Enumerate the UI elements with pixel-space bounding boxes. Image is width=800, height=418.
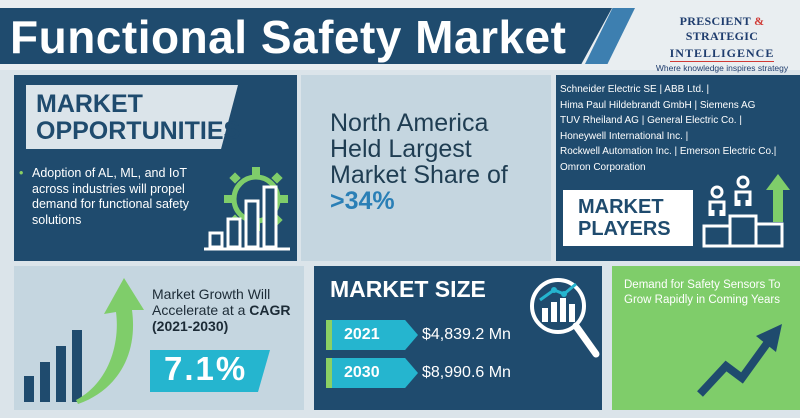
north-america-text: North America Held Largest Market Share … [330, 109, 508, 189]
growth-cagr-label: CAGR (2021-2030) [152, 302, 291, 334]
year-strip-2021 [326, 320, 332, 350]
players-title-box [563, 190, 693, 246]
market-size-title: MARKET SIZE [330, 276, 486, 302]
north-america-statement: North America Held Largest Market Share … [330, 110, 545, 214]
opportunities-bullet-text: Adoption of AL, ML, and IoT across indus… [32, 166, 190, 227]
size-value-2021: $4,839.2 Mn [422, 326, 511, 343]
year-label-2021: 2021 [344, 326, 380, 343]
logo-tagline: Where knowledge inspires strategy [655, 63, 789, 73]
player-line: Hima Paul Hildebrandt GmbH | Siemens AG [560, 99, 756, 111]
size-value-2030: $8,990.6 Mn [422, 364, 511, 381]
players-title-line2: PLAYERS [578, 218, 671, 240]
gear-bar-chart-icon [204, 167, 290, 251]
growth-text: Market Growth Will Accelerate at a [152, 286, 271, 318]
podium-people-icon [702, 174, 790, 248]
growth-value-box [150, 350, 270, 392]
opportunities-bullet: Adoption of AL, ML, and IoT across indus… [19, 166, 212, 228]
year-box-2030 [332, 358, 418, 388]
north-america-panel [301, 75, 551, 261]
player-line: Rockwell Automation Inc. | Emerson Elect… [560, 146, 777, 158]
player-line: Schneider Electric SE | ABB Ltd. | [560, 84, 710, 95]
players-title-line1: MARKET [578, 196, 664, 218]
growth-cagr-value: 7.1% [164, 350, 248, 387]
year-label-2030: 2030 [344, 364, 380, 381]
magnifier-chart-icon [530, 278, 600, 358]
year-strip-2030 [326, 358, 332, 388]
growth-arrow-bars-icon [24, 278, 144, 404]
opportunities-title-line2: OPPORTUNITIES [36, 117, 241, 145]
growth-statement: Market Growth Will Accelerate at a CAGR … [152, 286, 302, 334]
opportunities-title-box [26, 85, 238, 149]
title-banner [0, 8, 612, 64]
company-logo: PRESCIENT & STRATEGIC INTELLIGENCE Where… [648, 14, 796, 73]
page-title: Functional Safety Market [10, 11, 567, 63]
logo-name-line1: PRESCIENT & STRATEGIC [679, 14, 765, 43]
sensors-statement: Demand for Safety Sensors To Grow Rapidl… [624, 279, 781, 306]
players-list: Schneider Electric SE | ABB Ltd. | Hima … [560, 82, 798, 176]
player-line: TUV Rheiland AG | General Electric Co. | [560, 115, 742, 127]
rising-arrow-icon [697, 324, 782, 397]
player-line: Honeywell International Inc. | [560, 130, 689, 142]
player-line: Omron Corporation [560, 161, 646, 173]
north-america-share: >34% [330, 187, 395, 215]
year-box-2021 [332, 320, 418, 350]
opportunities-title-line1: MARKET [36, 90, 143, 118]
logo-name-line2: INTELLIGENCE [669, 46, 775, 62]
